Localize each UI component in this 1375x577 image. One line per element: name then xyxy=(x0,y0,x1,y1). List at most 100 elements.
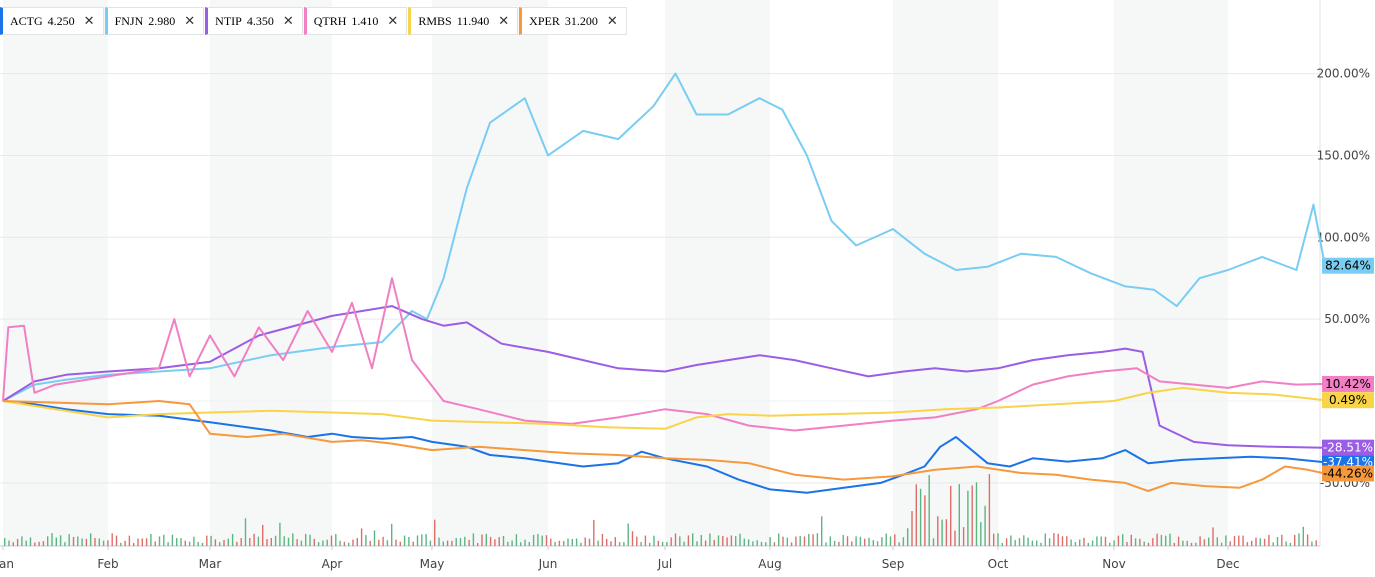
volume-bar xyxy=(373,530,376,546)
close-icon[interactable]: ✕ xyxy=(282,13,294,29)
close-icon[interactable]: ✕ xyxy=(606,13,618,29)
volume-bar xyxy=(223,539,225,546)
y-tick-label: 100.00% xyxy=(1317,230,1370,244)
x-tick-label: Sep xyxy=(882,557,905,571)
volume-bar xyxy=(838,541,840,546)
volume-bar xyxy=(894,534,896,546)
volume-bar xyxy=(631,531,634,546)
legend-chip-qtrh[interactable]: QTRH 1.410 ✕ xyxy=(303,7,408,35)
volume-bar xyxy=(51,533,53,546)
volume-bar xyxy=(971,485,973,546)
volume-bar xyxy=(386,540,389,546)
volume-bar xyxy=(313,538,315,546)
x-tick-label: an xyxy=(0,557,14,571)
volume-bar xyxy=(12,542,14,546)
volume-bar xyxy=(1053,533,1055,546)
volume-bar xyxy=(1208,537,1210,546)
volume-bar xyxy=(842,534,844,546)
volume-bar xyxy=(425,534,427,546)
volume-bar xyxy=(610,541,612,546)
volume-bar xyxy=(339,540,341,546)
volume-bar xyxy=(1083,537,1085,546)
x-tick-label: Jul xyxy=(657,557,672,571)
volume-bar xyxy=(94,538,96,546)
volume-bar xyxy=(1203,539,1206,546)
volume-bar xyxy=(1113,540,1115,546)
volume-bar xyxy=(421,534,423,546)
volume-bar xyxy=(636,536,638,546)
volume-bar xyxy=(184,540,186,546)
volume-bar xyxy=(1216,537,1218,546)
end-label-ntip: -28.51% xyxy=(1323,441,1373,455)
volume-bar xyxy=(1100,536,1102,546)
y-tick-label: 150.00% xyxy=(1317,148,1370,162)
legend-price: 1.410 xyxy=(351,13,379,28)
volume-bar xyxy=(545,535,548,546)
close-icon[interactable]: ✕ xyxy=(387,13,399,29)
volume-bar xyxy=(1031,540,1034,546)
volume-bar xyxy=(369,540,371,546)
volume-bar xyxy=(227,538,229,546)
volume-bar xyxy=(472,533,475,546)
y-tick-label: 50.00% xyxy=(1324,312,1370,326)
volume-bar xyxy=(954,530,956,546)
volume-bar xyxy=(197,541,199,546)
volume-bar xyxy=(1190,542,1193,546)
y-tick-label: 200.00% xyxy=(1317,67,1370,81)
legend-chip-rmbs[interactable]: RMBS 11.940 ✕ xyxy=(408,7,519,35)
legend-chip-fnjn[interactable]: FNJN 2.980 ✕ xyxy=(104,7,205,35)
volume-bar xyxy=(98,538,100,546)
close-icon[interactable]: ✕ xyxy=(498,13,510,29)
volume-bar xyxy=(451,540,453,546)
volume-bar xyxy=(580,542,582,546)
volume-bar xyxy=(679,536,681,546)
legend-chip-actg[interactable]: ACTG 4.250 ✕ xyxy=(0,7,104,35)
volume-bar xyxy=(429,540,432,546)
volume-bar xyxy=(532,534,535,546)
volume-bar xyxy=(885,533,887,546)
legend-chip-ntip[interactable]: NTIP 4.350 ✕ xyxy=(205,7,303,35)
volume-bar xyxy=(924,495,926,546)
volume-bar xyxy=(829,536,831,546)
volume-bar xyxy=(864,538,866,546)
volume-bar xyxy=(1169,533,1171,546)
volume-bar xyxy=(77,536,79,546)
month-band xyxy=(432,0,548,546)
volume-bar xyxy=(141,538,143,546)
volume-bar xyxy=(713,539,715,546)
close-icon[interactable]: ✕ xyxy=(83,13,95,29)
volume-bar xyxy=(29,537,32,546)
volume-bar xyxy=(1156,533,1158,546)
volume-bar xyxy=(111,533,113,546)
month-band xyxy=(893,0,998,546)
volume-bar xyxy=(279,522,281,546)
close-icon[interactable]: ✕ xyxy=(184,13,196,29)
volume-bar xyxy=(666,542,668,546)
volume-bar xyxy=(846,536,849,546)
volume-bar xyxy=(975,482,978,546)
volume-bar xyxy=(231,533,234,546)
volume-bar xyxy=(760,541,763,546)
x-tick-label: Apr xyxy=(322,557,343,571)
volume-bar xyxy=(163,534,165,546)
volume-bar xyxy=(915,484,917,546)
volume-bar xyxy=(984,505,986,546)
volume-bar xyxy=(967,490,969,546)
volume-bar xyxy=(47,536,49,546)
volume-bar xyxy=(1152,538,1154,546)
volume-bar xyxy=(137,538,139,546)
volume-bar xyxy=(412,541,414,546)
legend-chip-xper[interactable]: XPER 31.200 ✕ xyxy=(519,7,627,35)
volume-bar xyxy=(403,535,406,546)
volume-bar xyxy=(520,542,522,546)
volume-bar xyxy=(68,534,70,546)
volume-bar xyxy=(42,541,45,546)
volume-bar xyxy=(446,540,449,546)
legend-symbol: NTIP xyxy=(215,13,242,28)
volume-bar xyxy=(1285,541,1287,546)
volume-bar xyxy=(434,519,436,546)
volume-bar xyxy=(72,536,75,546)
volume-bar xyxy=(1087,542,1089,546)
end-label-xper: -44.26% xyxy=(1323,466,1373,480)
